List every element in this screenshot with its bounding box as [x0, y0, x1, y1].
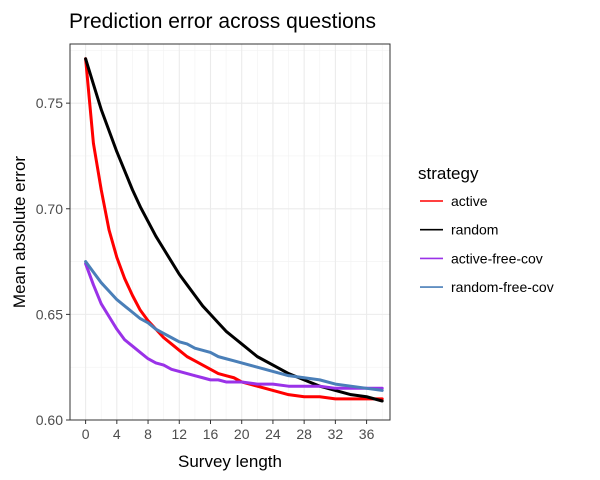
y-tick-label: 0.70	[36, 201, 63, 217]
y-axis-title: Mean absolute error	[10, 156, 29, 308]
x-tick-label: 32	[328, 426, 344, 442]
x-tick-label: 16	[203, 426, 219, 442]
x-tick-label: 36	[359, 426, 375, 442]
chart-title: Prediction error across questions	[69, 10, 376, 33]
legend-item-random-free-cov: random-free-cov	[420, 279, 554, 295]
plot-panel	[70, 44, 390, 420]
legend-title: strategy	[418, 164, 479, 183]
x-tick-label: 12	[171, 426, 187, 442]
x-tick-label: 4	[113, 426, 121, 442]
legend-label: active-free-cov	[451, 250, 543, 266]
x-tick-label: 24	[265, 426, 281, 442]
x-axis-title: Survey length	[178, 452, 282, 471]
legend-label: random-free-cov	[451, 279, 554, 295]
legend-item-active: active	[420, 193, 488, 209]
legend-item-active-free-cov: active-free-cov	[420, 250, 543, 266]
grid-minor	[70, 44, 390, 420]
y-tick-label: 0.60	[36, 412, 63, 428]
legend-label: random	[451, 222, 498, 238]
x-tick-label: 8	[144, 426, 152, 442]
series-line-active-free-cov	[84, 262, 384, 390]
series-line-random-free-cov	[84, 260, 384, 392]
x-tick-label: 28	[296, 426, 312, 442]
series-lines	[84, 57, 384, 403]
legend-item-random: random	[420, 222, 498, 238]
series-line-random	[84, 57, 384, 403]
legend-label: active	[451, 193, 488, 209]
x-tick-label: 20	[234, 426, 250, 442]
legend: strategy active random active-free-cov rand…	[418, 164, 554, 295]
x-axis: 0 4 8 12 16 20 24 28 32 36	[82, 420, 375, 442]
y-tick-label: 0.65	[36, 306, 63, 322]
y-axis: 0.60 0.65 0.70 0.75	[36, 95, 70, 428]
series-line-active	[84, 57, 384, 401]
y-tick-label: 0.75	[36, 95, 63, 111]
x-tick-label: 0	[82, 426, 90, 442]
plot-border	[69, 43, 391, 421]
